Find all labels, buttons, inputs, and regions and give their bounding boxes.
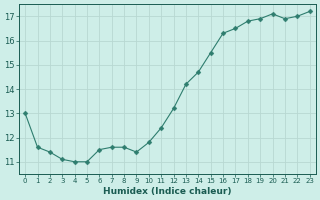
X-axis label: Humidex (Indice chaleur): Humidex (Indice chaleur) <box>103 187 232 196</box>
